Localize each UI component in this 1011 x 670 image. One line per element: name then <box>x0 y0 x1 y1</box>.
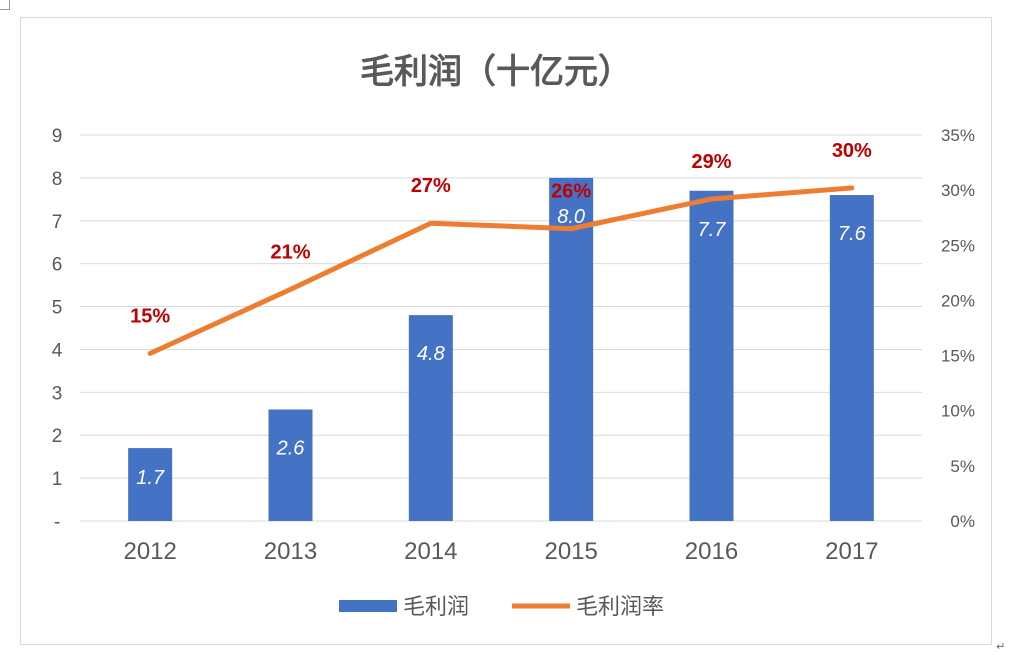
right-tick-label: 35% <box>941 126 975 145</box>
left-y-axis: - 1 2 3 4 5 6 7 8 9 <box>52 126 63 533</box>
right-tick-label: 30% <box>941 181 975 200</box>
x-tick-label: 2017 <box>825 538 878 565</box>
right-tick-label: 5% <box>950 457 975 476</box>
left-tick-label: 2 <box>52 426 63 447</box>
x-tick-label: 2015 <box>544 538 597 565</box>
bar-value-label: 7.6 <box>838 223 867 245</box>
right-tick-label: 15% <box>941 347 975 366</box>
right-tick-label: 0% <box>950 512 975 531</box>
bar <box>689 190 734 521</box>
x-tick-label: 2012 <box>123 538 176 565</box>
paragraph-mark: ↵ <box>996 640 1006 653</box>
left-tick-label: 3 <box>52 383 63 404</box>
rate-value-label: 27% <box>411 175 451 197</box>
left-tick-label: 7 <box>52 212 63 233</box>
rate-value-label: 21% <box>270 241 310 263</box>
bar <box>128 448 173 521</box>
left-tick-label: 4 <box>52 340 63 361</box>
right-tick-label: 20% <box>941 291 975 310</box>
bar-value-label: 8.0 <box>557 206 585 228</box>
bar-value-label: 4.8 <box>417 343 445 365</box>
rate-value-label: 15% <box>130 305 170 327</box>
bar <box>268 409 313 521</box>
right-y-axis: 0% 5% 10% 15% 20% 25% 30% 35% <box>941 126 975 531</box>
left-tick-label: 1 <box>52 469 63 490</box>
right-tick-label: 25% <box>941 236 975 255</box>
left-tick-label: 9 <box>52 126 63 147</box>
x-tick-label: 2013 <box>264 538 317 565</box>
bar <box>408 315 453 521</box>
bar-value-label: 7.7 <box>698 219 727 241</box>
line-series: 15% 21% 27% 26% 29% 30% <box>130 140 872 356</box>
right-tick-label: 10% <box>941 402 975 421</box>
x-axis: 2012 2013 2014 2015 2016 2017 <box>123 538 878 565</box>
legend-label-line: 毛利润率 <box>576 595 664 620</box>
rate-value-label: 29% <box>691 151 731 173</box>
rate-line <box>147 185 855 356</box>
bar <box>829 195 874 522</box>
bar-series: 1.7 2.6 4.8 8.0 7.7 7.6 <box>128 177 874 522</box>
x-tick-label: 2014 <box>404 538 457 565</box>
left-tick-label: 5 <box>52 298 63 319</box>
chart-title: 毛利润（十亿元） <box>360 52 632 92</box>
bar <box>549 177 594 521</box>
rate-value-label: 30% <box>832 140 872 162</box>
x-tick-label: 2016 <box>685 538 738 565</box>
rate-value-label: 26% <box>551 181 591 203</box>
legend-label-bar: 毛利润 <box>403 595 469 620</box>
bar-value-label: 1.7 <box>136 467 165 489</box>
legend-swatch-bar <box>339 600 397 612</box>
legend[interactable]: 毛利润 毛利润率 <box>339 595 664 620</box>
left-tick-label: 6 <box>52 255 63 276</box>
bar-value-label: 2.6 <box>276 437 306 459</box>
document-corner-mark <box>0 0 10 10</box>
left-tick-label: 8 <box>52 169 63 190</box>
gridlines <box>80 134 922 522</box>
left-tick-label: - <box>54 512 60 533</box>
